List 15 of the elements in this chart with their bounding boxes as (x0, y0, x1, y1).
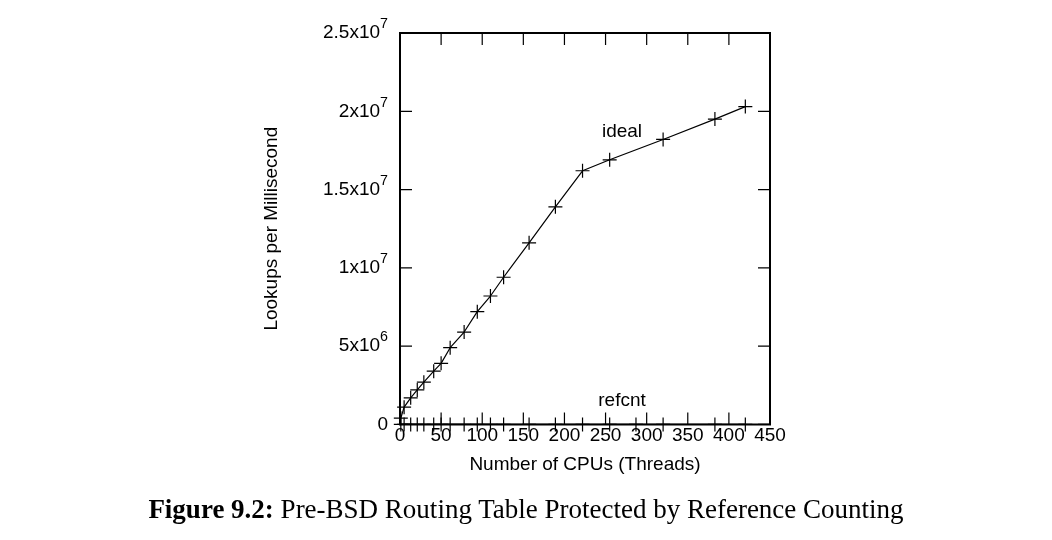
x-tick-label: 150 (507, 424, 540, 446)
x-tick-label: 450 (754, 424, 786, 446)
x-tick-label: 400 (713, 424, 745, 446)
x-tick-label: 300 (630, 424, 663, 446)
x-tick-label: 100 (466, 424, 499, 446)
y-axis-title: Lookups per Millisecond (260, 126, 282, 331)
x-tick-label: 350 (671, 424, 704, 446)
x-axis-title: Number of CPUs (Threads) (469, 452, 701, 474)
x-tick-label: 200 (548, 424, 581, 446)
series-label: ideal (601, 119, 643, 141)
x-tick-label: 0 (394, 424, 406, 446)
series-label: refcnt (598, 389, 647, 411)
x-tick-label: 250 (589, 424, 622, 446)
x-tick-label: 50 (430, 424, 452, 446)
text: Figure 9.2: Pre-BSD Routing Table Protected by Reference Counting (147, 494, 905, 525)
